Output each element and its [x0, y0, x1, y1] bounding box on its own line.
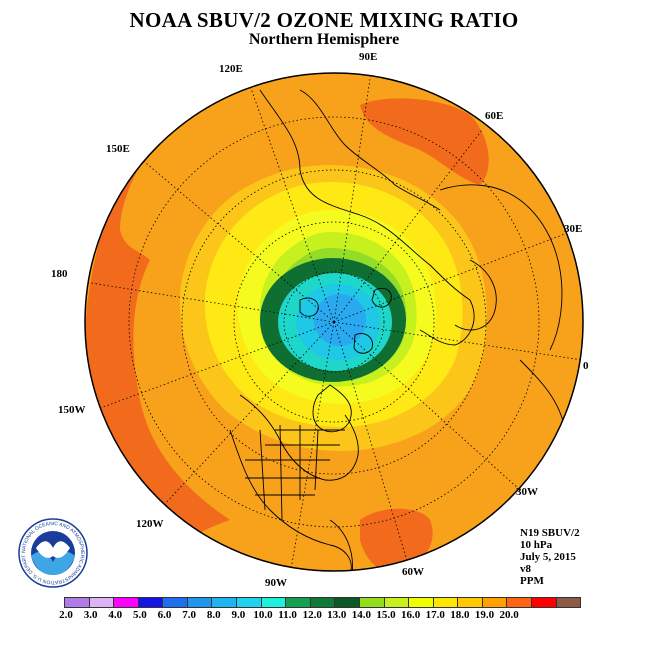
map-title: NOAA SBUV/2 OZONE MIXING RATIO [129, 8, 519, 32]
color-bar-segment [286, 598, 311, 607]
color-bar-tick-label: 18.0 [450, 609, 470, 621]
color-bar-segment [138, 598, 164, 607]
color-bar-tick-label: 9.0 [231, 609, 246, 621]
globe-outline [84, 72, 584, 572]
info-date: July 5, 2015 [520, 551, 576, 563]
lon-label-150w: 150W [58, 404, 86, 416]
color-bar-tick-label: 17.0 [425, 609, 445, 621]
color-bar-tick-label: 4.0 [108, 609, 123, 621]
color-bar-tick-label: 3.0 [83, 609, 98, 621]
color-bar-tick-label: 13.0 [327, 609, 347, 621]
lon-label-180: 180 [51, 268, 68, 280]
contour-18-west-inner [85, 90, 230, 550]
color-bar-tick-label: 5.0 [132, 609, 147, 621]
color-bar-segment [531, 598, 557, 607]
meridians [85, 73, 583, 571]
color-bar-segment [261, 598, 287, 607]
info-instrument: N19 SBUV/2 [520, 527, 580, 539]
logo-text: NOAA [40, 544, 67, 554]
coastlines [229, 89, 567, 571]
color-bar-segment [65, 598, 90, 607]
color-bar-tick-label: 2.0 [59, 609, 73, 621]
lon-label-30w: 30W [516, 486, 538, 498]
color-bar-tick-label: 7.0 [182, 609, 196, 621]
color-bar-segment [212, 598, 238, 607]
color-bar-tick-label: 15.0 [376, 609, 396, 621]
color-bar-tick-label: 6.0 [157, 609, 172, 621]
lon-label-0: 0 [583, 360, 589, 372]
latitude-circles [128, 116, 540, 528]
color-bar-tick-label: 12.0 [302, 609, 322, 621]
color-bar-segment [507, 598, 532, 607]
info-block: N19 SBUV/2 10 hPa July 5, 2015 v8 PPM [520, 527, 580, 587]
info-level: 10 hPa [520, 539, 553, 551]
color-bar-tick-label: 11.0 [278, 609, 297, 621]
color-bar-segment [433, 598, 459, 607]
lon-label-90e: 90E [359, 51, 378, 63]
info-units: PPM [520, 575, 544, 587]
contour-7 [314, 294, 366, 346]
color-bar [64, 597, 581, 608]
color-bar-segment [163, 598, 188, 607]
color-bar-tick-label: 20.0 [499, 609, 519, 621]
info-version: v8 [520, 563, 531, 575]
lon-label-120w: 120W [136, 518, 164, 530]
color-bar-tick-label: 14.0 [351, 609, 372, 621]
color-bar-segment [310, 598, 336, 607]
color-bar-segment [335, 598, 360, 607]
noaa-logo: NATIONAL OCEANIC AND ATMOSPHERIC ADMINIS… [18, 518, 88, 588]
color-bar-segment [384, 598, 410, 607]
color-bar-segment [458, 598, 483, 607]
color-bar-segment [556, 598, 581, 607]
color-bar-segment [187, 598, 213, 607]
color-bar-tick-label: 10.0 [253, 609, 273, 621]
color-bar-segment [482, 598, 508, 607]
lon-label-30e: 30E [564, 223, 583, 235]
lon-label-150e: 150E [106, 143, 130, 155]
color-bar-segment [89, 598, 115, 607]
color-bar-tick-label: 19.0 [474, 609, 495, 621]
map-subtitle: Northern Hemisphere [248, 31, 400, 48]
color-bar-segment [114, 598, 139, 607]
color-bar-segment [409, 598, 434, 607]
lon-label-60w: 60W [402, 566, 424, 578]
color-bar-segment [359, 598, 385, 607]
lon-label-90w: 90W [265, 577, 287, 589]
color-bar-segment [237, 598, 262, 607]
lon-label-120e: 120E [219, 63, 243, 75]
ozone-field [85, 73, 583, 571]
color-bar-tick-label: 8.0 [206, 609, 221, 621]
lon-label-60e: 60E [485, 110, 504, 122]
color-bar-tick-label: 16.0 [401, 609, 421, 621]
